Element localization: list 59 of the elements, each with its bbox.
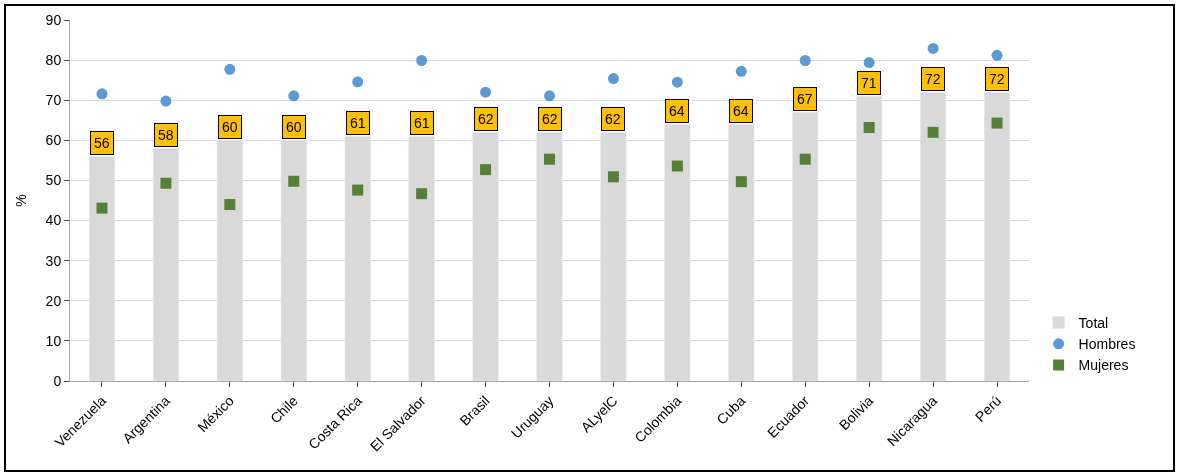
point (96, 88, 108, 100)
data-label: 64 (669, 103, 685, 119)
data-label: 67 (797, 91, 813, 107)
point (224, 63, 236, 75)
data-label: 61 (414, 115, 430, 131)
y-tick-label: 10 (45, 332, 62, 349)
point (288, 175, 300, 187)
point (671, 76, 683, 88)
legend-label: Hombres (1078, 336, 1136, 353)
point (671, 160, 683, 172)
y-tick-label: 20 (45, 292, 62, 309)
y-tick-label: 50 (45, 172, 62, 189)
point (863, 57, 875, 69)
y-tick-label: 70 (45, 92, 62, 109)
point (352, 184, 364, 196)
data-label: 56 (94, 135, 110, 151)
point (96, 202, 108, 214)
data-label: 72 (925, 71, 941, 87)
data-label: 60 (286, 119, 302, 135)
data-label: 72 (989, 71, 1005, 87)
y-tick-label: 90 (45, 11, 62, 28)
point (544, 153, 555, 165)
point (799, 153, 811, 165)
data-label: 60 (222, 119, 238, 135)
data-label: 62 (605, 111, 621, 127)
data-label: 62 (542, 111, 558, 127)
point (735, 176, 747, 188)
point (991, 49, 1003, 61)
data-label: 71 (861, 75, 877, 91)
y-tick-label: 80 (45, 52, 62, 69)
point (480, 86, 492, 98)
point (927, 126, 939, 138)
point (544, 90, 555, 102)
data-label: 58 (158, 127, 174, 143)
data-label: 64 (733, 103, 749, 119)
point (416, 55, 428, 67)
point (416, 188, 428, 200)
data-label: 61 (350, 115, 366, 131)
legend-label: Mujeres (1078, 357, 1129, 374)
point (288, 90, 300, 102)
point (991, 117, 1003, 129)
point (607, 171, 619, 183)
legend-label: Total (1078, 315, 1109, 332)
point (352, 76, 364, 88)
point (607, 73, 619, 85)
y-axis-title: % (13, 194, 30, 207)
point (160, 95, 172, 107)
point (224, 199, 236, 211)
y-tick-label: 30 (45, 252, 62, 269)
data-label: 62 (478, 111, 494, 127)
point (863, 122, 875, 133)
point (927, 42, 939, 54)
point (735, 65, 747, 77)
y-tick-label: 0 (53, 372, 62, 389)
y-tick-label: 60 (45, 132, 62, 149)
point (480, 164, 492, 176)
point (160, 177, 172, 189)
point (799, 55, 811, 67)
y-tick-label: 40 (45, 212, 62, 229)
